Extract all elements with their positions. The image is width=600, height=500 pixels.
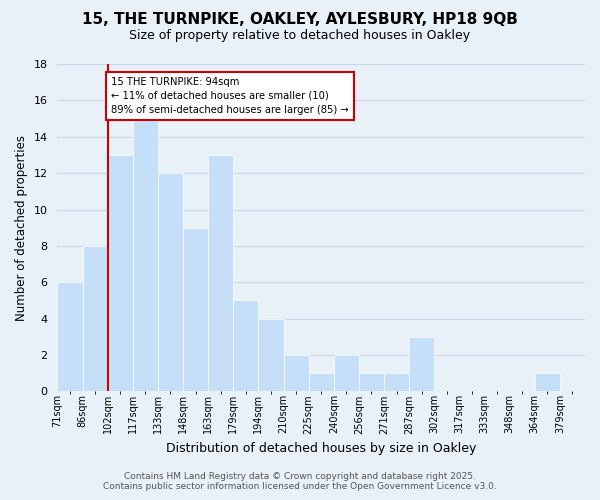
Bar xyxy=(58,282,83,392)
Bar xyxy=(208,155,233,392)
Text: Size of property relative to detached houses in Oakley: Size of property relative to detached ho… xyxy=(130,29,470,42)
Bar xyxy=(183,228,208,392)
Text: 15 THE TURNPIKE: 94sqm
← 11% of detached houses are smaller (10)
89% of semi-det: 15 THE TURNPIKE: 94sqm ← 11% of detached… xyxy=(112,76,349,114)
Bar xyxy=(284,355,308,392)
Text: 15, THE TURNPIKE, OAKLEY, AYLESBURY, HP18 9QB: 15, THE TURNPIKE, OAKLEY, AYLESBURY, HP1… xyxy=(82,12,518,28)
X-axis label: Distribution of detached houses by size in Oakley: Distribution of detached houses by size … xyxy=(166,442,476,455)
Bar xyxy=(233,300,259,392)
Bar xyxy=(158,173,183,392)
Bar xyxy=(83,246,107,392)
Bar xyxy=(334,355,359,392)
Text: Contains HM Land Registry data © Crown copyright and database right 2025.
Contai: Contains HM Land Registry data © Crown c… xyxy=(103,472,497,491)
Bar xyxy=(384,373,409,392)
Bar xyxy=(259,318,284,392)
Bar xyxy=(308,373,334,392)
Bar xyxy=(359,373,384,392)
Bar xyxy=(409,337,434,392)
Y-axis label: Number of detached properties: Number of detached properties xyxy=(15,134,28,320)
Bar xyxy=(107,155,133,392)
Bar xyxy=(535,373,560,392)
Bar xyxy=(133,118,158,392)
